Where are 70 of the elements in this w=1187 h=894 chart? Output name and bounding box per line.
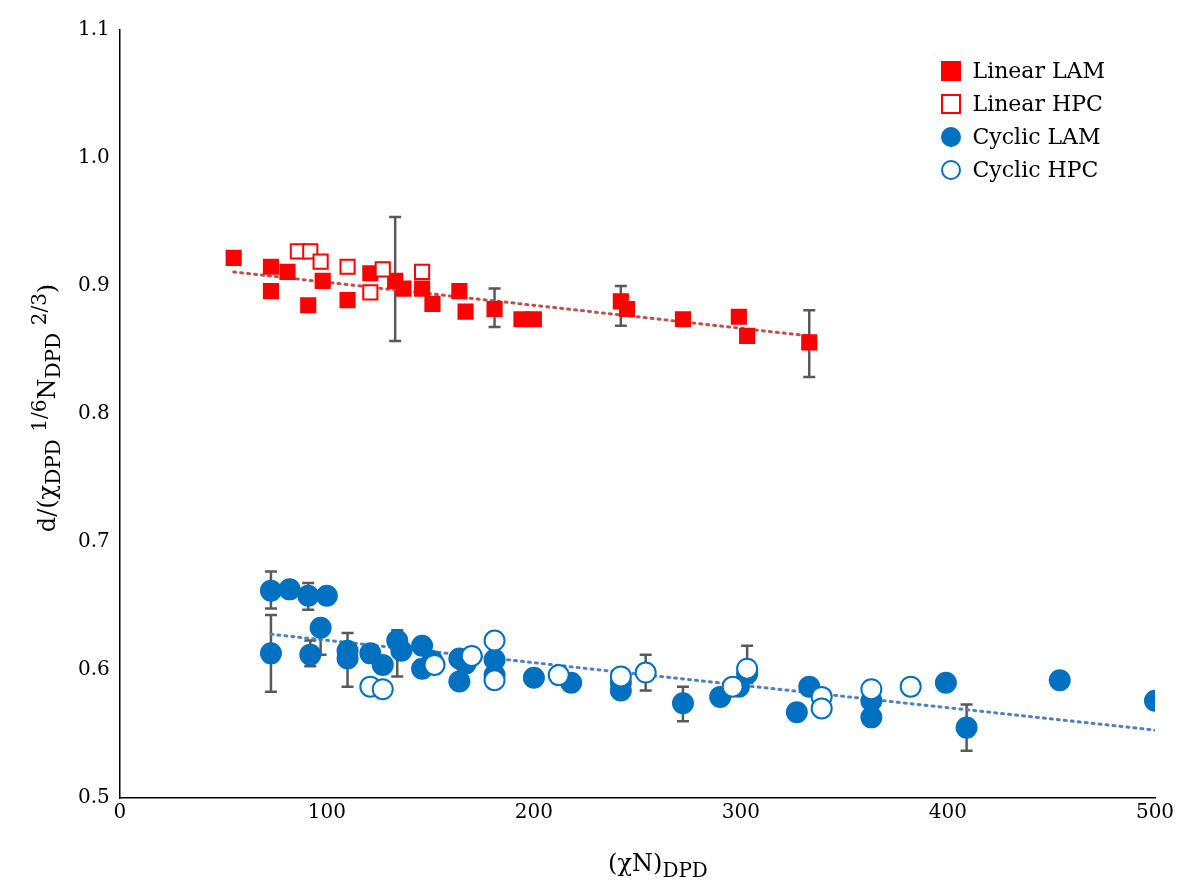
point (522, 666, 545, 689)
point (395, 280, 412, 297)
point (618, 300, 636, 318)
point (674, 311, 692, 328)
point (314, 272, 331, 289)
point (262, 258, 280, 275)
point (278, 578, 301, 601)
point (955, 716, 978, 739)
point (371, 653, 394, 676)
point (460, 644, 483, 667)
point (339, 258, 356, 275)
point (448, 670, 471, 693)
point (860, 678, 883, 701)
point (225, 249, 242, 266)
point (810, 697, 833, 720)
y-tick-label: 0.7 (77, 528, 110, 553)
x-tick-label: 100 (307, 799, 346, 824)
y-tick-label: 0.8 (77, 400, 110, 425)
point (1048, 669, 1071, 692)
x-tick-label: 400 (928, 799, 968, 824)
point (486, 300, 503, 318)
point (262, 283, 280, 300)
y-tick-label: 0.6 (77, 656, 110, 681)
point (736, 657, 759, 680)
point (801, 334, 818, 351)
point (259, 579, 282, 602)
point (899, 675, 922, 698)
point (315, 584, 338, 607)
x-tick-label: 500 (1135, 799, 1175, 824)
point (371, 678, 394, 701)
point (547, 664, 570, 687)
point (390, 639, 413, 662)
point (457, 303, 474, 320)
x-tick-label: 300 (721, 799, 761, 824)
point (739, 327, 756, 344)
point (414, 263, 431, 280)
point (414, 280, 431, 297)
x-tick-label: 200 (514, 799, 553, 824)
legend-label: Linear HPC (972, 91, 1103, 116)
legend-label: Cyclic HPC (972, 157, 1099, 182)
y-tick-label: 1.0 (77, 144, 110, 169)
y-tick-label: 0.5 (77, 784, 110, 809)
point (671, 692, 694, 715)
y-tick-label: 1.1 (77, 16, 110, 41)
point (634, 661, 657, 684)
point (609, 665, 632, 688)
point (312, 253, 329, 270)
legend-label: Cyclic LAM (972, 124, 1101, 149)
x-axis-title: (χN)$_{DPD}$ (608, 849, 708, 882)
point (300, 297, 317, 314)
point (785, 701, 808, 724)
point (483, 669, 506, 692)
legend-label: Linear LAM (972, 58, 1105, 83)
point (279, 263, 296, 280)
point (339, 292, 356, 309)
point (721, 675, 744, 698)
point (860, 706, 883, 729)
point (411, 634, 434, 657)
point (374, 261, 391, 278)
point (934, 671, 957, 694)
point (309, 616, 332, 639)
x-tick-label: 0 (113, 799, 127, 824)
point (297, 584, 320, 607)
point (451, 283, 468, 300)
point (424, 295, 441, 312)
y-tick-label: 0.9 (77, 272, 110, 297)
point (525, 311, 542, 328)
point (259, 642, 282, 665)
point (730, 308, 747, 325)
point (362, 284, 379, 301)
